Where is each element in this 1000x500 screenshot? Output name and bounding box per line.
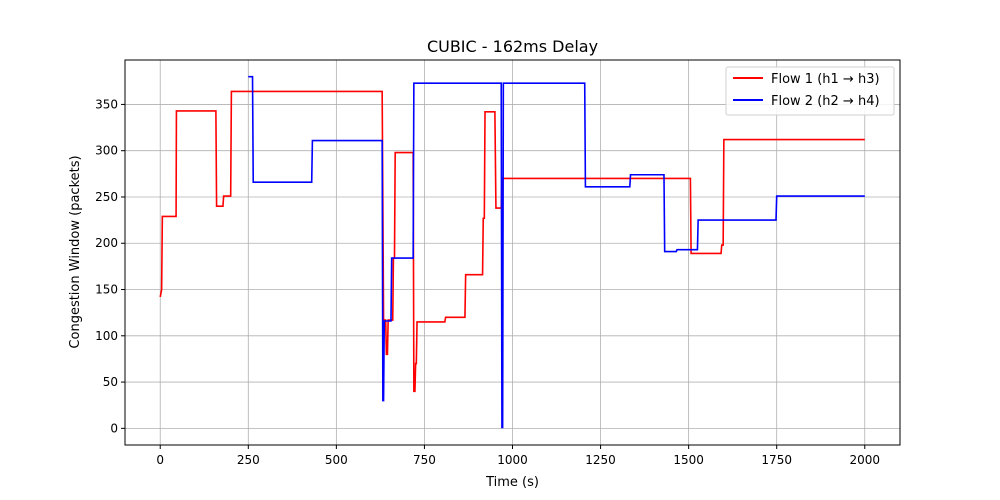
y-tick-label: 250 (95, 190, 118, 204)
y-tick-label: 350 (95, 97, 118, 111)
series-line-flow-2 (248, 75, 865, 429)
y-tick-label: 50 (103, 375, 118, 389)
x-tick-label: 1000 (497, 453, 528, 467)
x-tick-label: 1250 (585, 453, 616, 467)
legend-box (725, 66, 895, 116)
x-tick-label: 250 (237, 453, 260, 467)
x-tick-label: 750 (413, 453, 436, 467)
x-tick-label: 500 (325, 453, 348, 467)
x-tick-label: 2000 (849, 453, 880, 467)
legend: Flow 1 (h1 → h3) Flow 2 (h2 → h4) (725, 66, 895, 116)
y-tick-label: 150 (95, 283, 118, 297)
grid-lines (125, 60, 900, 445)
y-tick-label: 100 (95, 329, 118, 343)
legend-label-flow-2: Flow 2 (h2 → h4) (771, 94, 880, 109)
chart-title: CUBIC - 162ms Delay (427, 37, 598, 56)
legend-label-flow-1: Flow 1 (h1 → h3) (771, 72, 880, 87)
axis-ticks: 0 250 500 750 1000 1250 1500 1750 2000 0 50 100 150 2… (95, 97, 880, 467)
x-tick-label: 0 (156, 453, 164, 467)
x-tick-label: 1500 (673, 453, 704, 467)
series-lines (159, 75, 865, 429)
x-axis-label: Time (s) (485, 475, 539, 490)
y-axis-label: Congestion Window (packets) (68, 155, 83, 348)
y-tick-label: 300 (95, 144, 118, 158)
y-tick-label: 0 (110, 421, 118, 435)
x-tick-label: 1750 (761, 453, 792, 467)
y-tick-label: 200 (95, 236, 118, 250)
